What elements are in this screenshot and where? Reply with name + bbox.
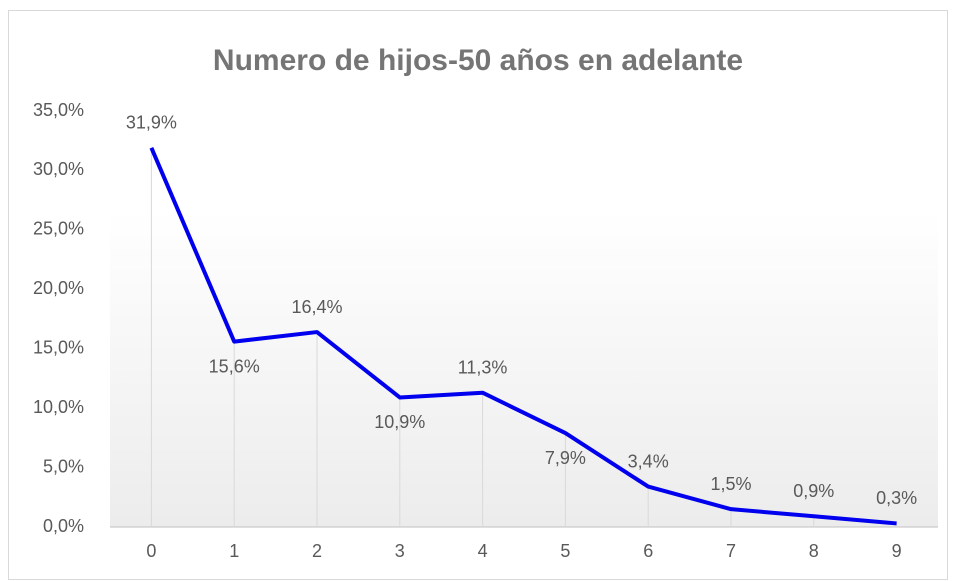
data-label: 11,3% [458,357,508,377]
x-tick-label: 0 [146,541,156,561]
data-label: 10,9% [374,412,425,432]
x-tick-label: 3 [395,541,405,561]
plot-background [110,210,938,527]
data-label: 0,9% [793,481,834,501]
y-tick-label: 20,0% [33,278,84,298]
y-tick-label: 35,0% [33,100,84,120]
y-tick-label: 0,0% [43,516,84,536]
y-tick-label: 5,0% [43,456,84,476]
data-label: 7,9% [545,448,586,468]
y-tick-label: 30,0% [33,159,84,179]
x-tick-label: 1 [229,541,239,561]
y-tick-label: 25,0% [33,219,84,239]
x-tick-label: 8 [809,541,819,561]
series-line [149,147,897,526]
x-tick-label: 6 [643,541,653,561]
data-label: 0,3% [876,488,917,508]
y-tick-label: 10,0% [33,397,84,417]
y-tick-label: 15,0% [33,337,84,357]
x-tick-label: 7 [726,541,736,561]
x-tick-label: 2 [312,541,322,561]
data-label: 31,9% [126,113,177,133]
data-label: 3,4% [628,451,669,471]
data-label: 15,6% [209,356,260,376]
x-tick-label: 9 [892,541,902,561]
x-tick-label: 4 [478,541,488,561]
x-tick-label: 5 [560,541,570,561]
chart-title: Numero de hijos-50 años en adelante [213,44,743,77]
data-label: 1,5% [710,474,751,494]
data-label: 16,4% [291,297,342,317]
